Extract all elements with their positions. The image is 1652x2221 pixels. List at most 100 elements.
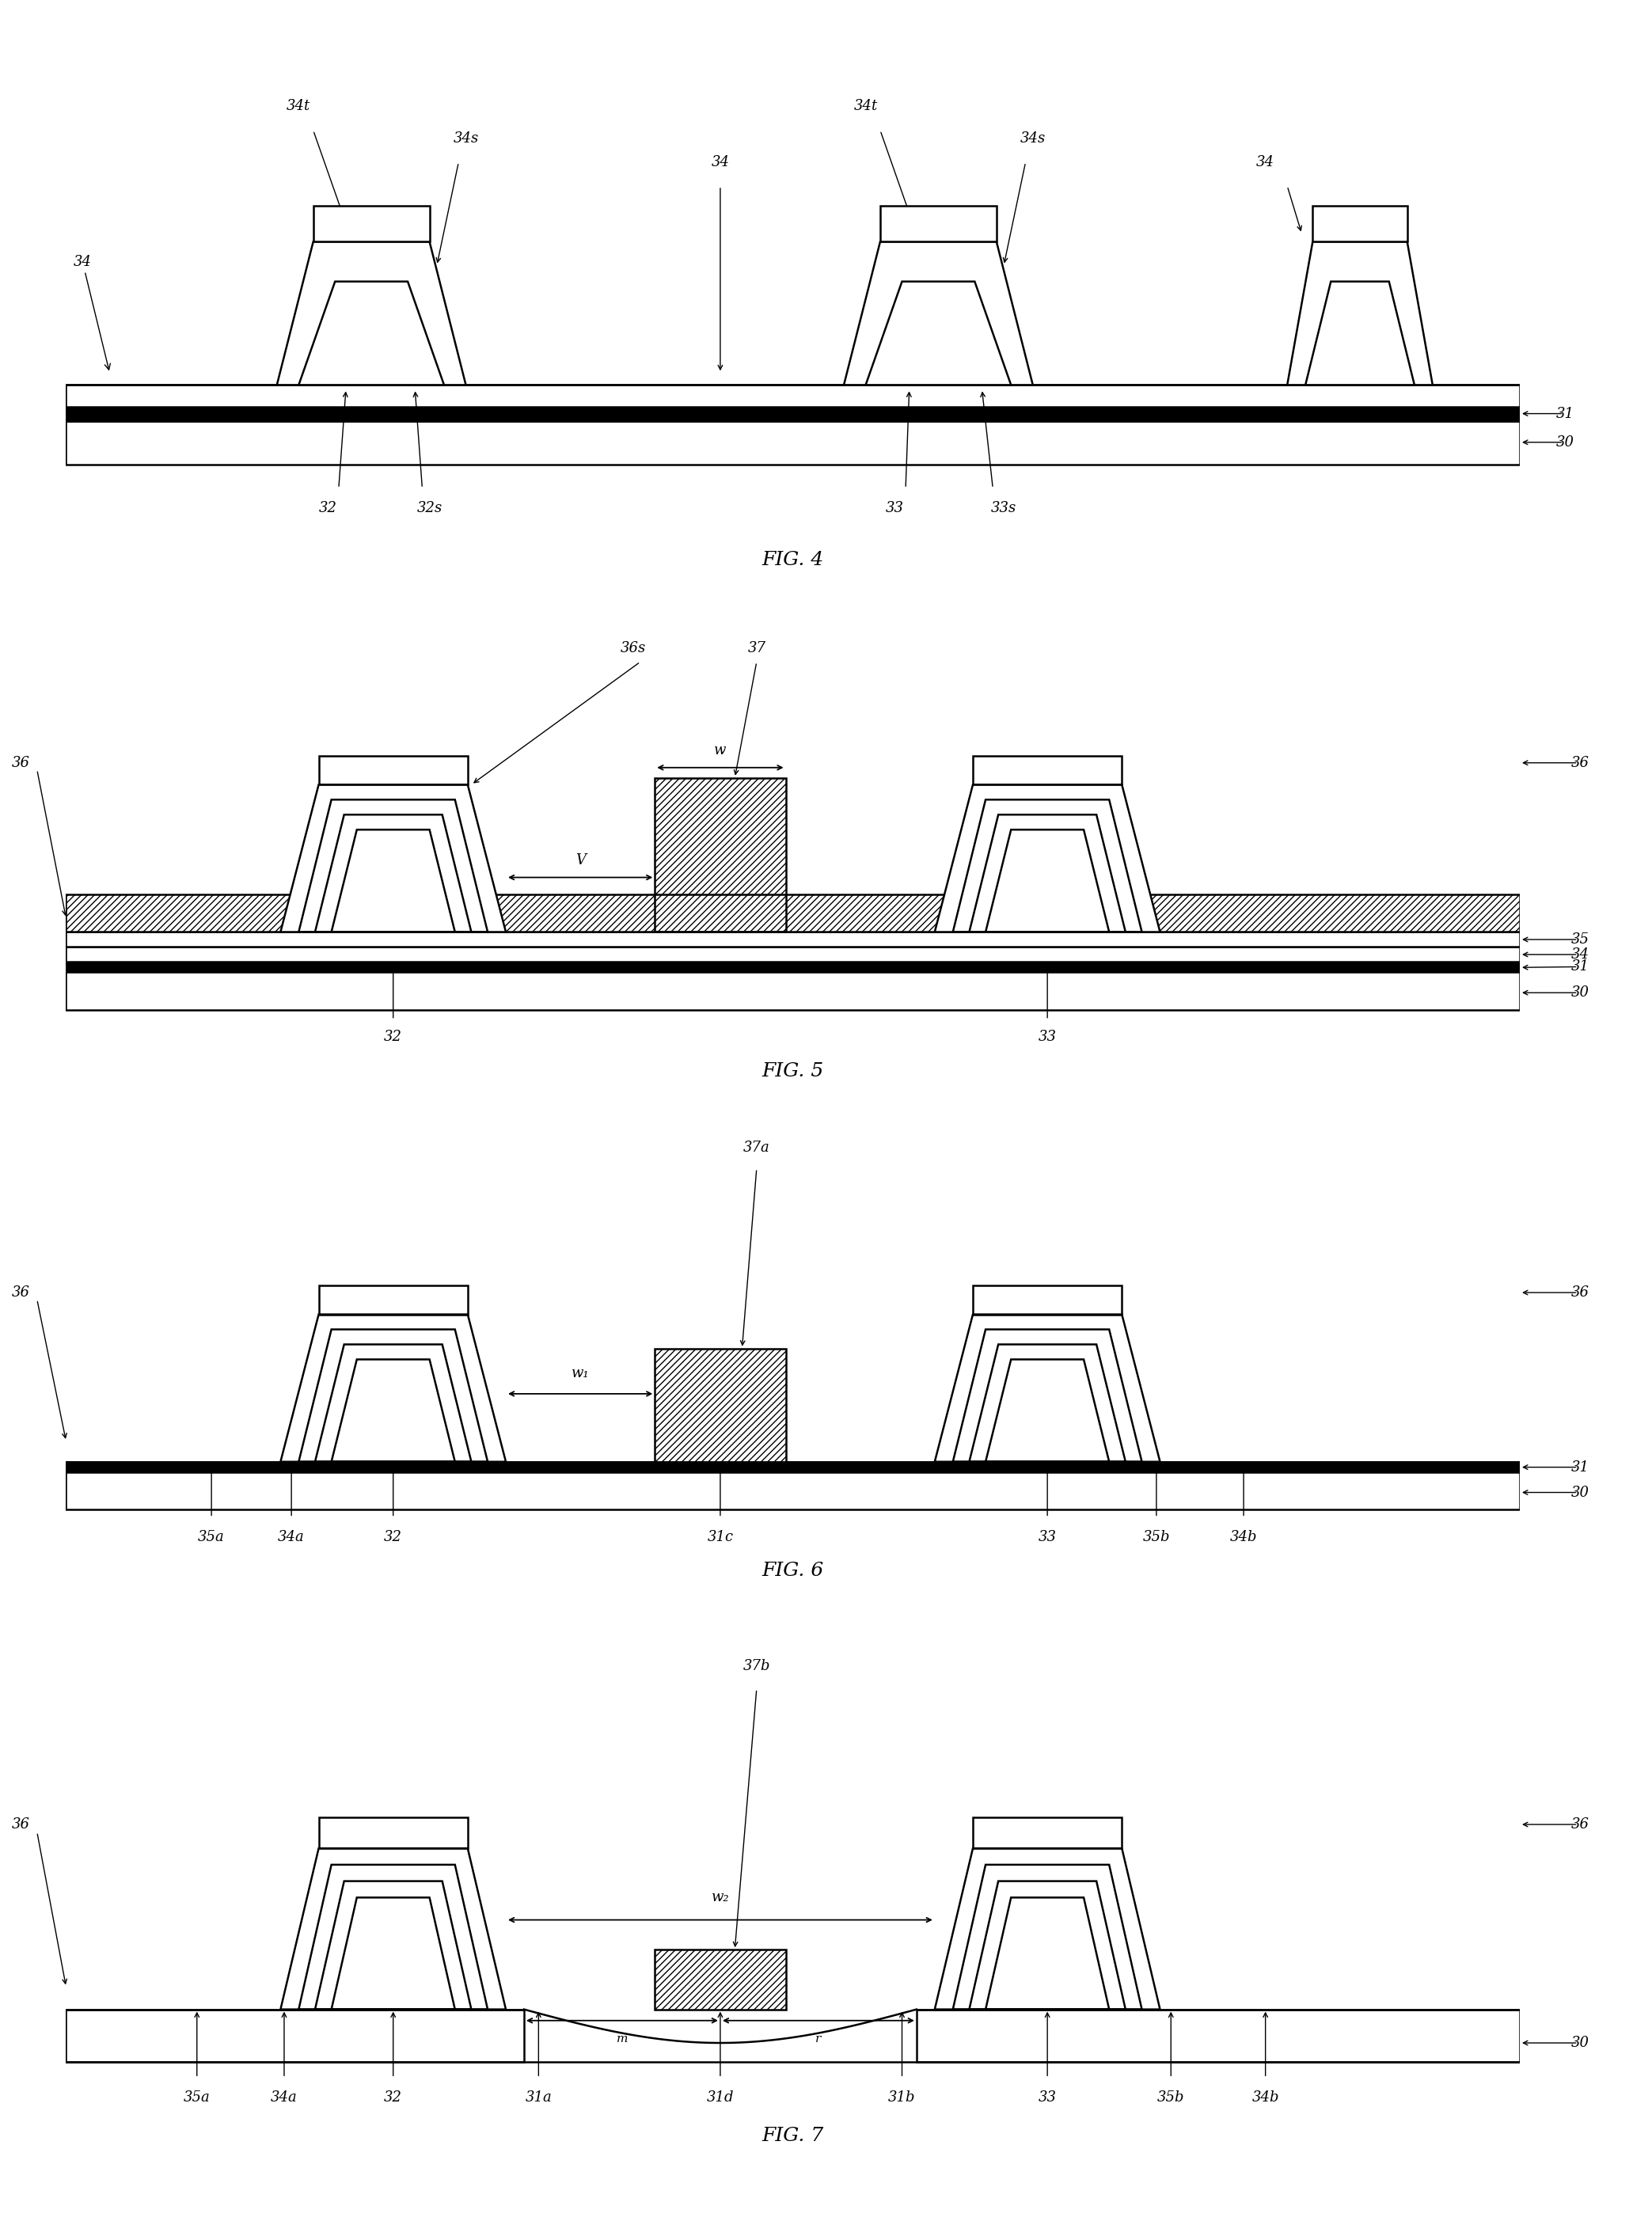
Text: FIG. 7: FIG. 7 xyxy=(762,2128,824,2145)
Polygon shape xyxy=(316,1881,471,2010)
Bar xyxy=(66,933,1520,946)
Text: 34s: 34s xyxy=(1019,131,1046,144)
Text: 31: 31 xyxy=(1556,406,1574,420)
Text: 31: 31 xyxy=(1571,959,1589,975)
Text: 33s: 33s xyxy=(991,502,1016,515)
Text: 31c: 31c xyxy=(707,1530,733,1544)
Text: 34t: 34t xyxy=(854,100,877,113)
Bar xyxy=(973,1286,1122,1315)
Text: 32: 32 xyxy=(383,1530,403,1544)
Bar xyxy=(66,962,1520,1011)
Text: 34a: 34a xyxy=(271,2090,297,2106)
Text: 36: 36 xyxy=(12,1817,30,1832)
Polygon shape xyxy=(935,1315,1160,1461)
Text: 34s: 34s xyxy=(453,131,479,144)
Text: 36: 36 xyxy=(1571,755,1589,771)
Bar xyxy=(654,1950,786,2010)
Text: w: w xyxy=(714,744,727,757)
Text: 34t: 34t xyxy=(287,100,311,113)
Polygon shape xyxy=(1305,282,1414,384)
Text: 31d: 31d xyxy=(707,2090,733,2106)
Polygon shape xyxy=(866,282,1011,384)
Bar xyxy=(66,384,1520,406)
Bar xyxy=(973,1286,1122,1315)
Bar xyxy=(973,1817,1122,1848)
Text: 34: 34 xyxy=(710,155,730,169)
Bar xyxy=(319,755,468,784)
Text: FIG. 5: FIG. 5 xyxy=(762,1062,824,1079)
Polygon shape xyxy=(316,1344,471,1461)
Polygon shape xyxy=(970,815,1125,933)
Bar xyxy=(1313,207,1408,242)
Text: 32: 32 xyxy=(383,2090,403,2106)
Polygon shape xyxy=(299,800,487,933)
Bar xyxy=(66,895,1520,933)
Text: 32: 32 xyxy=(319,502,337,515)
Text: 31a: 31a xyxy=(525,2090,552,2106)
Polygon shape xyxy=(935,784,1160,933)
Text: 30: 30 xyxy=(1571,986,1589,999)
Text: w₁: w₁ xyxy=(572,1366,590,1381)
Bar xyxy=(66,1461,1520,1510)
Text: 34: 34 xyxy=(1571,948,1589,962)
Polygon shape xyxy=(1287,242,1432,384)
Bar xyxy=(319,1286,468,1315)
Polygon shape xyxy=(953,800,1142,933)
Text: 32: 32 xyxy=(383,1031,403,1044)
Text: FIG. 4: FIG. 4 xyxy=(762,551,824,569)
Text: 30: 30 xyxy=(1571,2037,1589,2050)
Bar xyxy=(654,1348,786,1461)
Polygon shape xyxy=(316,815,471,933)
Polygon shape xyxy=(299,1330,487,1461)
Polygon shape xyxy=(986,1897,1108,2010)
Bar xyxy=(66,420,1520,464)
Text: 37b: 37b xyxy=(743,1659,770,1672)
Text: 30: 30 xyxy=(1571,1486,1589,1499)
Text: 32s: 32s xyxy=(416,502,443,515)
Bar xyxy=(917,2010,1520,2061)
Text: 36s: 36s xyxy=(620,642,646,655)
Polygon shape xyxy=(986,831,1108,933)
Bar xyxy=(66,946,1520,962)
Bar xyxy=(66,895,1520,933)
Text: 33: 33 xyxy=(1037,2090,1057,2106)
Polygon shape xyxy=(278,242,466,384)
Text: 34a: 34a xyxy=(278,1530,304,1544)
Bar xyxy=(66,1461,1520,1473)
Polygon shape xyxy=(953,1330,1142,1461)
Text: 35: 35 xyxy=(1571,933,1589,946)
Text: 34b: 34b xyxy=(1231,1530,1257,1544)
Bar xyxy=(319,1817,468,1848)
Bar xyxy=(66,2010,524,2061)
Text: 37: 37 xyxy=(747,642,767,655)
Text: 34: 34 xyxy=(73,255,111,369)
Bar xyxy=(654,777,786,933)
Text: 36: 36 xyxy=(1571,1286,1589,1299)
Bar xyxy=(654,1950,786,2010)
Bar xyxy=(66,962,1520,973)
Polygon shape xyxy=(970,1344,1125,1461)
Text: 34b: 34b xyxy=(1252,2090,1279,2106)
Text: 35b: 35b xyxy=(1158,2090,1184,2106)
Text: 31b: 31b xyxy=(889,2090,915,2106)
Polygon shape xyxy=(299,282,444,384)
Text: 34: 34 xyxy=(1256,155,1275,169)
Bar xyxy=(319,1817,468,1848)
Polygon shape xyxy=(844,242,1032,384)
Text: 35a: 35a xyxy=(183,2090,210,2106)
Polygon shape xyxy=(970,1881,1125,2010)
Text: 33: 33 xyxy=(1037,1530,1057,1544)
Polygon shape xyxy=(332,1359,454,1461)
Bar xyxy=(654,777,786,933)
Bar xyxy=(973,1817,1122,1848)
Polygon shape xyxy=(953,1866,1142,2010)
Text: FIG. 6: FIG. 6 xyxy=(762,1561,824,1579)
Text: 33: 33 xyxy=(885,502,904,515)
Text: 33: 33 xyxy=(1037,1031,1057,1044)
Text: 35a: 35a xyxy=(198,1530,225,1544)
Polygon shape xyxy=(935,1848,1160,2010)
Text: 30: 30 xyxy=(1556,435,1574,449)
Text: 37a: 37a xyxy=(743,1142,770,1155)
Bar xyxy=(314,207,430,242)
Bar xyxy=(881,207,996,242)
